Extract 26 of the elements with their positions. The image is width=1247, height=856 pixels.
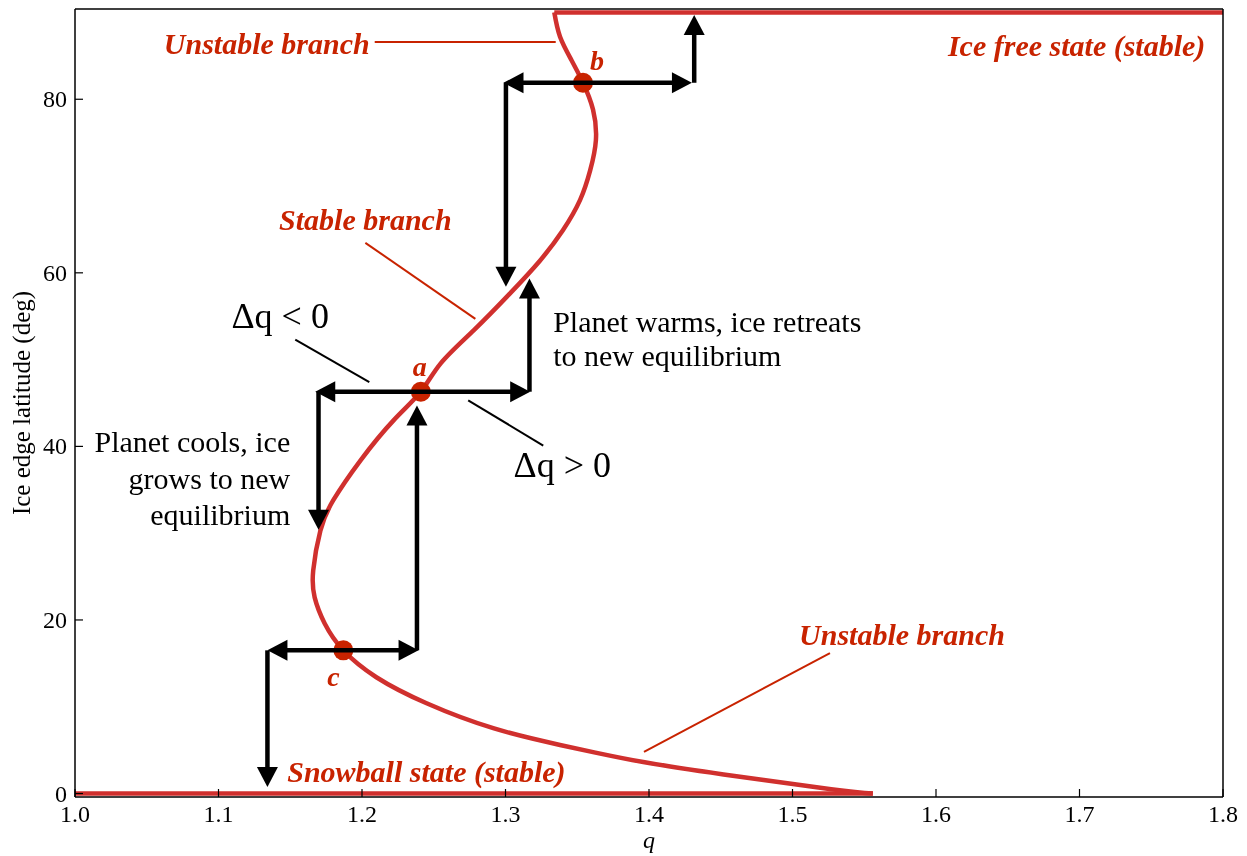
x-tick-label: 1.2 bbox=[347, 801, 377, 827]
x-tick-label: 1.1 bbox=[203, 801, 234, 827]
annotation: Planet cools, ice grows to new equilibrium bbox=[94, 424, 291, 531]
y-axis-title: Ice edge latitude (deg) bbox=[8, 290, 36, 516]
x-tick-label: 1.4 bbox=[634, 801, 664, 827]
y-tick-label: 40 bbox=[43, 433, 67, 460]
x-tick-label: 1.8 bbox=[1208, 801, 1238, 827]
annotation: Snowball state (stable) bbox=[287, 754, 566, 789]
x-axis-title: q bbox=[643, 827, 655, 853]
annotation: Stable branch bbox=[279, 202, 452, 236]
annotation: a bbox=[412, 350, 427, 382]
y-tick-label: 20 bbox=[43, 606, 67, 633]
annotation: Δq > 0 bbox=[513, 445, 612, 486]
x-tick-label: 1.3 bbox=[490, 801, 521, 827]
annotation: Unstable branch bbox=[163, 26, 370, 60]
annotation: Planet warms, ice retreats to new equilibrium bbox=[553, 304, 862, 372]
x-tick-label: 1.5 bbox=[777, 801, 808, 827]
x-tick-label: 1.7 bbox=[1064, 801, 1095, 827]
annotation: Unstable branch bbox=[799, 617, 1005, 651]
annotation: b bbox=[589, 44, 604, 76]
annotation: c bbox=[327, 660, 341, 692]
y-tick-label: 60 bbox=[43, 259, 67, 286]
annotation: Ice free state (stable) bbox=[946, 28, 1206, 63]
y-tick-label: 80 bbox=[43, 86, 67, 113]
x-tick-label: 1.6 bbox=[921, 801, 951, 827]
annotation: Δq < 0 bbox=[231, 296, 329, 337]
